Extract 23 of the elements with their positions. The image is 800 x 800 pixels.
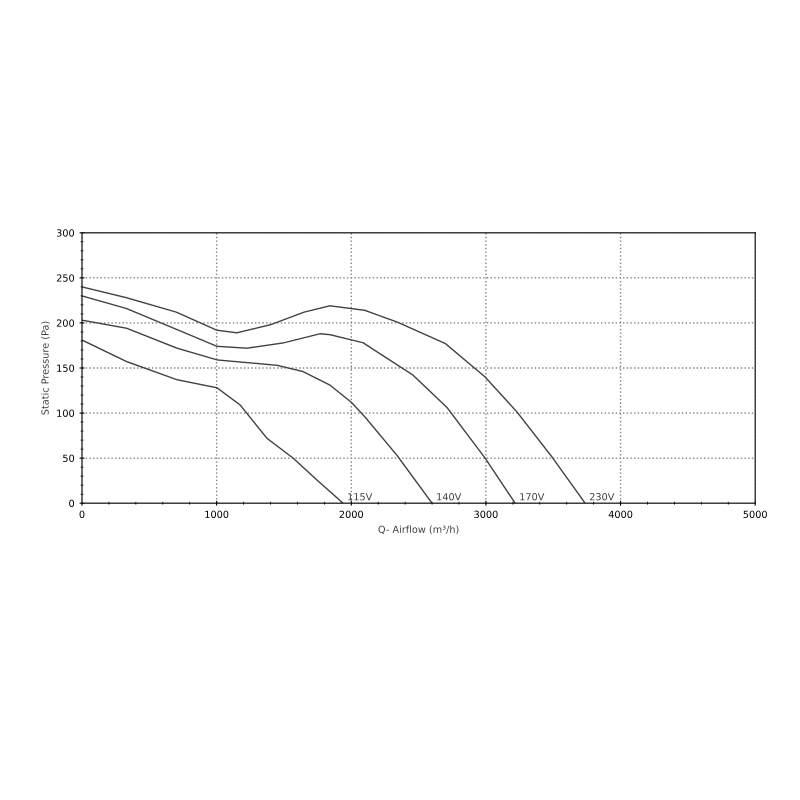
y-tick-label: 300 [56, 229, 74, 237]
x-axis-title: Q- Airflow (m³/h) [378, 525, 458, 534]
line-series [82, 295, 516, 504]
line-series [82, 320, 433, 504]
line-series [82, 339, 344, 504]
y-tick-label: 50 [63, 454, 74, 462]
x-tick-label: 0 [80, 510, 84, 518]
y-tick-label: 100 [57, 410, 74, 417]
series-label: 115V [348, 493, 372, 500]
y-tick-label: 250 [56, 274, 74, 282]
x-tick-label: 4000 [608, 510, 632, 518]
x-tick-label: 3000 [474, 510, 498, 518]
x-tick-label: 2000 [340, 510, 364, 518]
y-axis-title: Static Pressure (Pa) [41, 322, 50, 415]
series-label: 230V [590, 493, 614, 500]
series-label: 140V [437, 493, 462, 500]
y-tick-label: 150 [57, 364, 74, 372]
y-tick-label: 0 [69, 500, 74, 508]
line-series [82, 286, 586, 504]
x-tick-label: 5000 [744, 510, 767, 518]
x-tick-label: 1000 [205, 510, 228, 518]
y-tick-label: 200 [56, 319, 74, 327]
series-label: 170V [520, 493, 544, 500]
